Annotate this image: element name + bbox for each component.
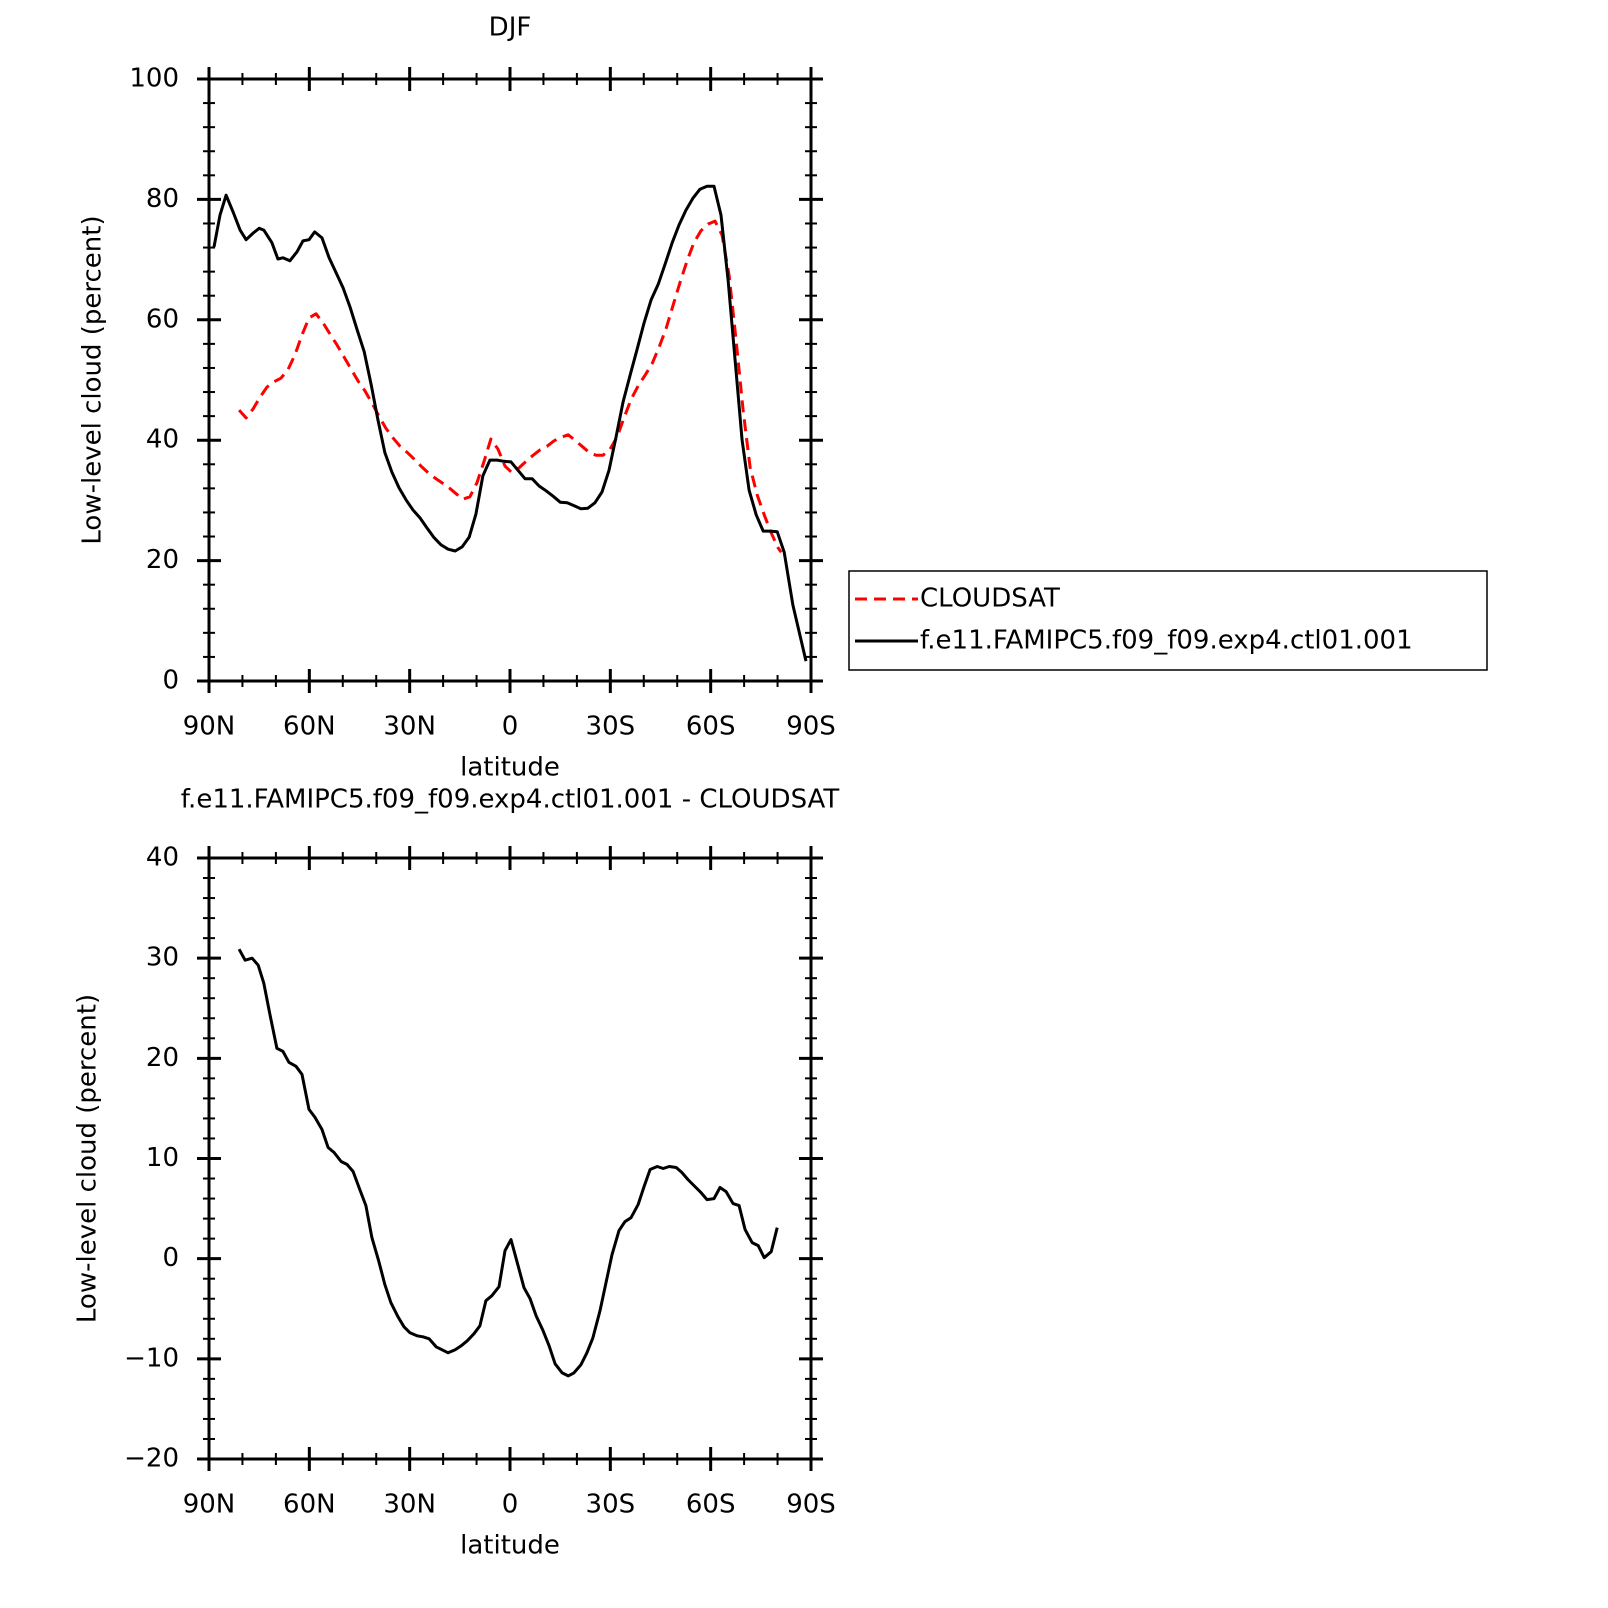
x-tick-label: 90N <box>183 712 236 742</box>
x-tick-label: 60N <box>283 712 336 742</box>
x-tick-label: 30N <box>383 712 436 742</box>
y-tick-label: 30 <box>146 943 179 973</box>
y-tick-label: 20 <box>146 1043 179 1073</box>
x-tick-label: 60S <box>686 1490 736 1520</box>
x-tick-label: 30S <box>586 712 636 742</box>
y-tick-label: 60 <box>146 304 179 334</box>
y-tick-label: 40 <box>146 425 179 455</box>
legend-label: f.e11.FAMIPC5.f09_f09.exp4.ctl01.001 <box>920 626 1413 656</box>
x-tick-label: 90S <box>786 1490 836 1520</box>
y-tick-label: 40 <box>146 843 179 873</box>
x-axis-label: latitude <box>460 753 560 783</box>
x-tick-label: 90N <box>183 1490 236 1520</box>
x-tick-label: 0 <box>502 1490 519 1520</box>
y-axis-label: Low-level cloud (percent) <box>78 215 108 544</box>
x-tick-label: 0 <box>502 712 519 742</box>
y-tick-label: −10 <box>124 1343 179 1373</box>
line <box>237 219 783 554</box>
y-tick-label: 10 <box>146 1143 179 1173</box>
x-tick-label: 30S <box>586 1490 636 1520</box>
x-tick-label: 90S <box>786 712 836 742</box>
y-tick-label: 20 <box>146 545 179 575</box>
x-tick-label: 30N <box>383 1490 436 1520</box>
y-tick-label: 0 <box>162 1243 179 1273</box>
line <box>237 948 779 1378</box>
y-tick-label: 0 <box>162 666 179 696</box>
x-tick-label: 60S <box>686 712 736 742</box>
plot-frame <box>207 856 813 1461</box>
x-tick-label: 60N <box>283 1490 336 1520</box>
y-tick-label: −20 <box>124 1444 179 1474</box>
chart-title: DJF <box>489 13 532 43</box>
y-axis-label: Low-level cloud (percent) <box>73 994 103 1323</box>
y-tick-label: 80 <box>146 184 179 214</box>
y-tick-label: 100 <box>129 64 179 94</box>
x-axis-label: latitude <box>460 1531 560 1561</box>
plot-frame <box>207 77 813 683</box>
chart-title: f.e11.FAMIPC5.f09_f09.exp4.ctl01.001 - C… <box>181 785 840 815</box>
legend-box <box>848 570 1488 671</box>
legend-label: CLOUDSAT <box>920 584 1060 614</box>
line <box>212 184 808 662</box>
